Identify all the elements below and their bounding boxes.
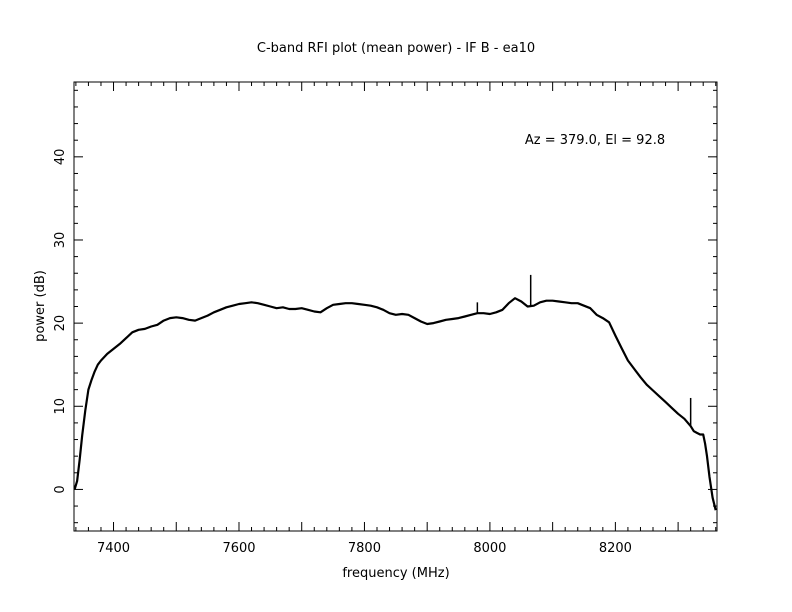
x-axis-label: frequency (MHz) xyxy=(342,566,449,581)
axis-tick-labels: 7400 7600 7800 8000 8200 0 10 20 30 40 xyxy=(53,149,632,556)
axis-ticks xyxy=(74,82,717,531)
chart-title: C-band RFI plot (mean power) - IF B - ea… xyxy=(257,41,535,56)
y-axis-label: power (dB) xyxy=(33,270,48,342)
x-tick-label: 7800 xyxy=(348,541,381,556)
series-group xyxy=(73,274,717,511)
y-tick-label: 40 xyxy=(53,149,68,166)
y-tick-label: 20 xyxy=(53,315,68,332)
x-tick-label: 8200 xyxy=(599,541,632,556)
x-tick-label: 7400 xyxy=(97,541,130,556)
x-tick-label: 7600 xyxy=(222,541,255,556)
y-tick-label: 0 xyxy=(53,485,68,493)
y-tick-label: 10 xyxy=(53,398,68,415)
x-tick-label: 8000 xyxy=(473,541,506,556)
az-el-annotation: Az = 379.0, El = 92.8 xyxy=(525,133,665,148)
power-line xyxy=(73,297,717,511)
y-tick-label: 30 xyxy=(53,232,68,249)
plot-frame xyxy=(73,81,718,532)
